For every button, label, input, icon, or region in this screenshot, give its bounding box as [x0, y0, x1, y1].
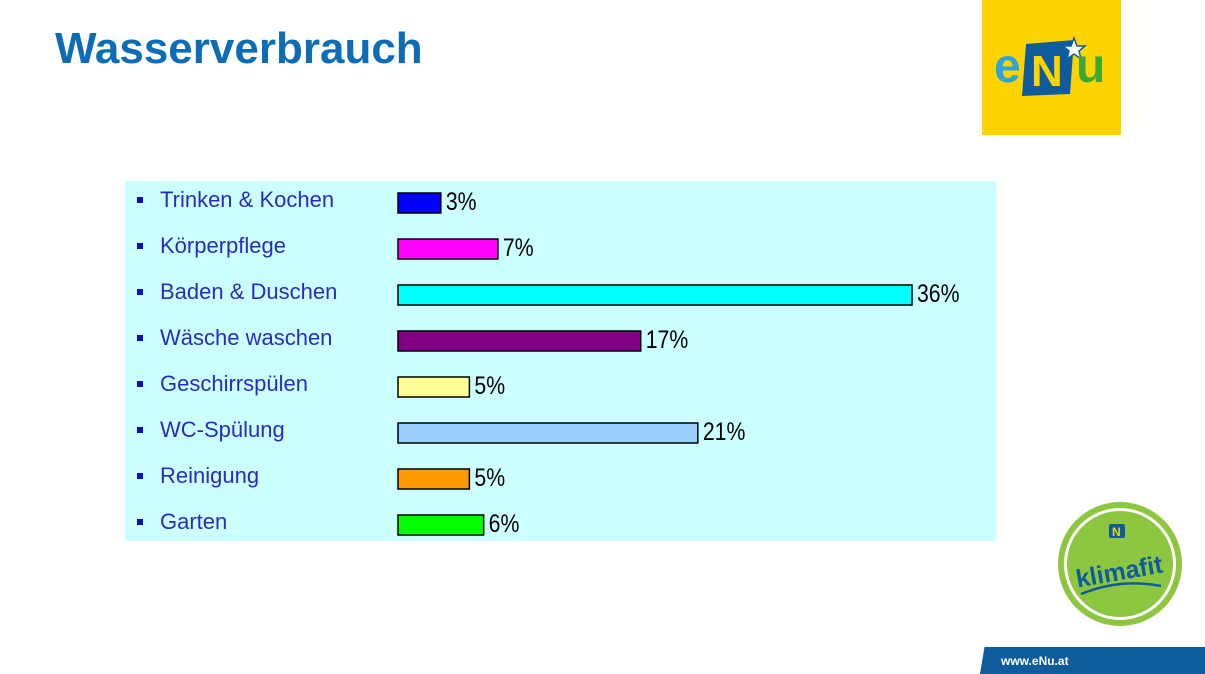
klimafit-badge: N klimafit	[1053, 498, 1187, 635]
bullet-icon	[137, 197, 143, 203]
chart-panel: Trinken & Kochen 3% Körperpflege 7% Baden & …	[125, 181, 996, 541]
bar	[397, 514, 485, 536]
value-label: 3%	[446, 187, 477, 215]
bar	[397, 468, 471, 490]
value-label: 17%	[646, 325, 689, 353]
bullet-icon	[137, 519, 143, 525]
category-label: Trinken & Kochen	[160, 187, 334, 212]
klimafit-badge-graphic: N klimafit	[1058, 502, 1182, 626]
category-label: Garten	[160, 509, 227, 534]
bullet-icon	[137, 427, 143, 433]
value-label: 7%	[503, 233, 534, 261]
logo-u: u	[1076, 40, 1105, 93]
logo-star-icon	[1060, 35, 1088, 61]
bar	[397, 376, 471, 398]
value-label: 36%	[917, 279, 960, 307]
footer-url[interactable]: www.eNu.at	[1001, 654, 1069, 668]
bar-chart: Trinken & Kochen 3% Körperpflege 7% Baden & …	[137, 187, 960, 537]
value-label: 5%	[474, 463, 505, 491]
bar	[397, 284, 913, 306]
value-label: 21%	[703, 417, 746, 445]
bar	[397, 422, 699, 444]
bar	[397, 330, 642, 352]
logo-e: e	[994, 40, 1021, 93]
bullet-icon	[137, 381, 143, 387]
bullet-icon	[137, 243, 143, 249]
badge-n-letter: N	[1112, 525, 1121, 539]
value-label: 6%	[489, 509, 520, 537]
slide-title: Wasserverbrauch	[55, 24, 423, 73]
enu-logo: e N u	[982, 0, 1121, 135]
badge-swoosh	[1080, 582, 1162, 596]
category-label: WC-Spülung	[160, 417, 285, 442]
footer-bar: www.eNu.at	[980, 647, 1205, 674]
bar	[397, 192, 442, 214]
category-label: Reinigung	[160, 463, 259, 488]
category-label: Geschirrspülen	[160, 371, 308, 396]
category-label: Wäsche waschen	[160, 325, 332, 350]
bar	[397, 238, 499, 260]
category-label: Baden & Duschen	[160, 279, 337, 304]
logo-n: N	[1031, 47, 1063, 96]
bullet-icon	[137, 289, 143, 295]
category-label: Körperpflege	[160, 233, 286, 258]
badge-n-box	[1109, 524, 1125, 538]
enu-logo-graphic: e N u	[994, 35, 1105, 96]
logo-n-box	[1022, 40, 1074, 96]
value-label: 5%	[474, 371, 505, 399]
bullet-icon	[137, 335, 143, 341]
bullet-icon	[137, 473, 143, 479]
